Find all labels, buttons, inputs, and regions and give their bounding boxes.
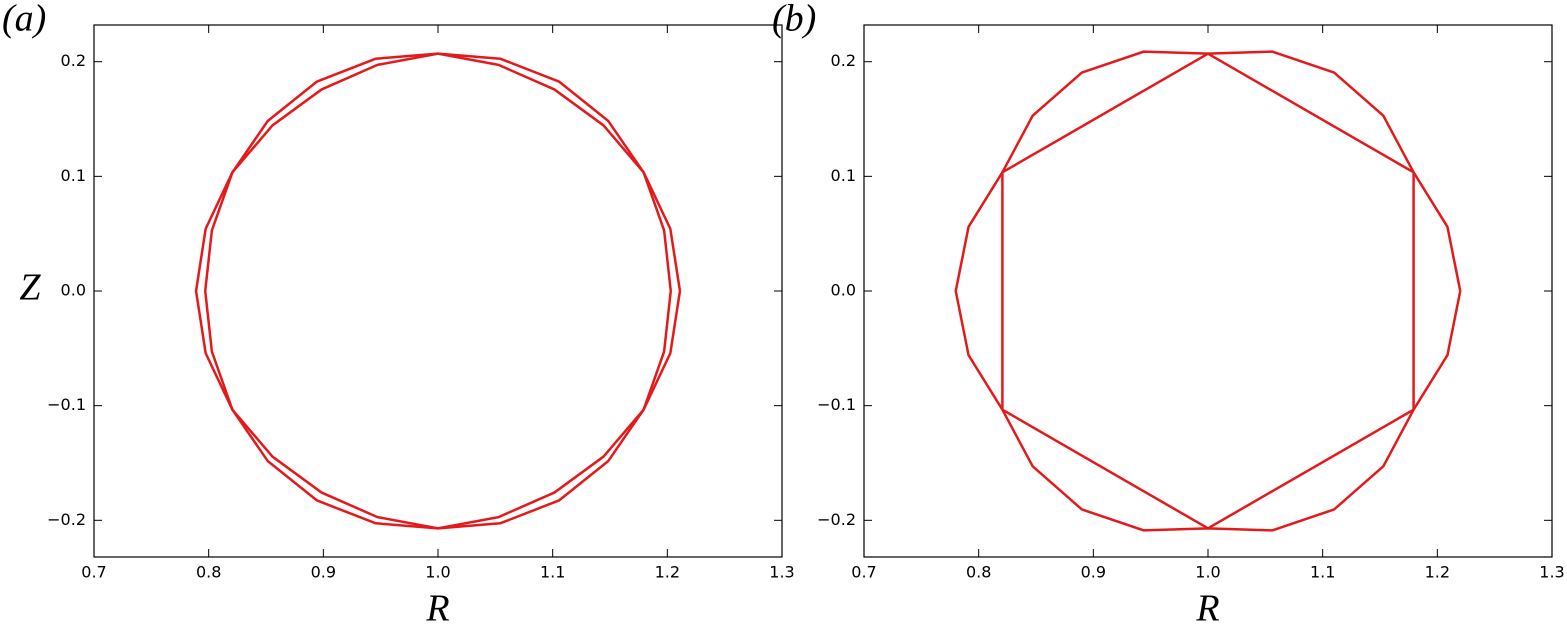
x-tick-label: 1.1	[1310, 563, 1335, 582]
x-tick-label: 1.3	[1539, 563, 1564, 582]
curve	[954, 50, 1462, 532]
panel-label: (a)	[2, 0, 46, 40]
y-tick-label: 0.2	[61, 51, 86, 70]
x-tick-label: 1.2	[655, 563, 680, 582]
x-tick-label: 1.1	[540, 563, 565, 582]
x-tick-label: 0.7	[81, 563, 106, 582]
x-tick-label: 0.9	[311, 563, 336, 582]
curve	[1001, 52, 1415, 530]
y-tick-label: −0.1	[817, 395, 856, 414]
y-tick-label: −0.2	[47, 510, 86, 529]
x-tick-label: 1.0	[1195, 563, 1220, 582]
axes-frame	[863, 24, 1553, 558]
x-axis-label: R	[425, 588, 449, 629]
x-tick-label: 0.8	[966, 563, 991, 582]
y-tick-label: 0.0	[61, 281, 86, 300]
y-tick-label: −0.1	[47, 395, 86, 414]
y-tick-label: −0.2	[817, 510, 856, 529]
x-tick-label: 1.0	[425, 563, 450, 582]
y-axis-label: Z	[19, 267, 41, 309]
x-tick-label: 1.2	[1425, 563, 1450, 582]
y-tick-label: 0.1	[61, 166, 86, 185]
curve	[203, 52, 673, 530]
curve	[194, 52, 682, 530]
y-tick-label: 0.1	[831, 166, 856, 185]
y-tick-label: 0.0	[831, 281, 856, 300]
x-tick-label: 0.8	[196, 563, 221, 582]
panel-label: (b)	[772, 0, 816, 40]
x-tick-label: 0.9	[1081, 563, 1106, 582]
x-tick-label: 1.3	[769, 563, 794, 582]
x-axis-label: R	[1195, 588, 1219, 629]
x-tick-label: 0.7	[851, 563, 876, 582]
y-tick-label: 0.2	[831, 51, 856, 70]
